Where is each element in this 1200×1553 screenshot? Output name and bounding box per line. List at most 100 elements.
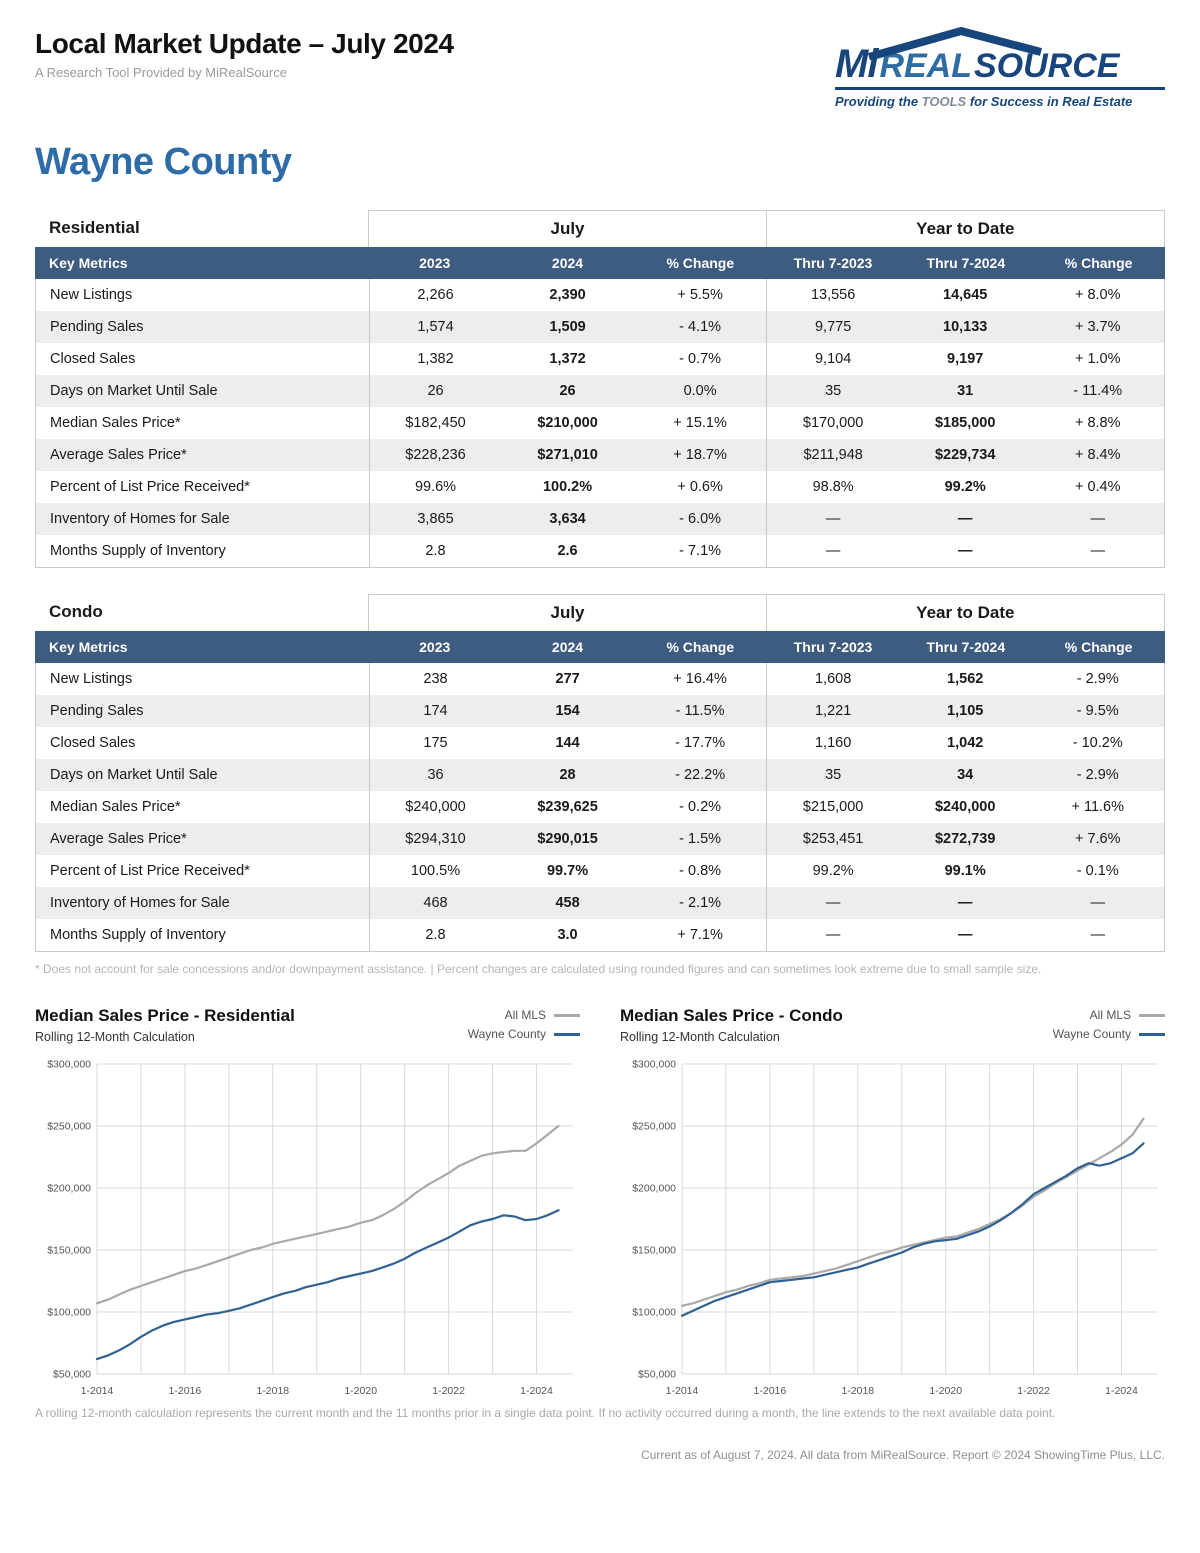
report-header: Local Market Update – July 2024 A Resear… — [35, 26, 1165, 109]
table-body: New Listings 2,266 2,390 + 5.5% 13,556 14,645… — [35, 279, 1165, 568]
metric-value: 100.5% — [368, 855, 502, 887]
metric-value: - 9.5% — [1076, 703, 1119, 719]
metric-value: + 16.4% — [673, 671, 727, 687]
metric-value: - 11.5% — [675, 703, 725, 719]
table-section-title: Condo — [49, 602, 103, 621]
metric-value: 1,382 — [368, 343, 502, 375]
logo-source: SOURCE — [974, 47, 1120, 85]
metric-value: 2.6 — [557, 543, 578, 559]
metric-value: $271,010 — [537, 447, 598, 463]
metric-value: 238 — [368, 663, 502, 695]
metric-value: — — [1090, 511, 1105, 527]
metric-value: 154 — [555, 703, 580, 719]
table-row: Closed Sales 175 144 - 17.7% 1,160 1,042 - 10.… — [36, 727, 1164, 759]
metric-value: 174 — [368, 695, 502, 727]
table-row: Average Sales Price* $228,236 $271,010 + 18… — [36, 439, 1164, 471]
chart-legend: All MLS Wayne County — [468, 1006, 580, 1046]
svg-text:1-2016: 1-2016 — [754, 1385, 787, 1397]
metric-value: 9,775 — [766, 311, 899, 343]
chart-header: Median Sales Price - Residential Rolling… — [35, 1006, 580, 1046]
svg-text:$200,000: $200,000 — [632, 1183, 676, 1195]
metric-label: Days on Market Until Sale — [50, 767, 218, 783]
svg-text:$150,000: $150,000 — [47, 1245, 91, 1257]
svg-text:$150,000: $150,000 — [632, 1245, 676, 1257]
svg-text:1-2024: 1-2024 — [520, 1385, 553, 1397]
svg-text:$300,000: $300,000 — [47, 1059, 91, 1071]
column-header: Key Metrics — [49, 255, 128, 271]
metric-value: 1,221 — [766, 695, 899, 727]
metric-value: — — [957, 511, 973, 527]
metric-value: + 7.6% — [1074, 831, 1121, 847]
tagline-bold: TOOLS — [921, 94, 967, 109]
column-group-year-to-date: Year to Date — [766, 594, 1165, 631]
metric-value: 35 — [766, 375, 899, 407]
table-top-row: Residential July Year to Date — [35, 210, 1165, 247]
svg-text:1-2018: 1-2018 — [841, 1385, 874, 1397]
metric-value: - 6.0% — [679, 511, 722, 527]
table-top-row: Condo July Year to Date — [35, 594, 1165, 631]
legend-item-all-mls: All MLS — [1053, 1008, 1165, 1022]
column-header: % Change — [666, 255, 735, 271]
metric-label: New Listings — [50, 287, 133, 303]
legend-item-all-mls: All MLS — [468, 1008, 580, 1022]
metric-value: 1,372 — [549, 351, 586, 367]
svg-text:1-2016: 1-2016 — [169, 1385, 202, 1397]
metric-value: $210,000 — [537, 415, 598, 431]
metric-label: Months Supply of Inventory — [50, 543, 226, 559]
table-row: Inventory of Homes for Sale 3,865 3,634 - 6… — [36, 503, 1164, 535]
metric-value: - 2.9% — [1076, 767, 1119, 783]
column-header: % Change — [1064, 639, 1133, 655]
metric-label: Average Sales Price* — [50, 831, 187, 847]
chart-title-block: Median Sales Price - Residential Rolling… — [35, 1006, 295, 1044]
all-mls-line-swatch — [554, 1014, 580, 1018]
metric-value: $229,734 — [934, 447, 996, 463]
metric-value: — — [957, 543, 973, 559]
metric-value: 277 — [555, 671, 580, 687]
metric-value: 1,574 — [368, 311, 502, 343]
metric-value: 468 — [368, 887, 502, 919]
metric-value: — — [1090, 927, 1105, 943]
metric-value: $290,015 — [537, 831, 598, 847]
table-row: Months Supply of Inventory 2.8 3.0 + 7.1% — —… — [36, 919, 1164, 951]
metric-value: — — [766, 503, 899, 535]
metric-value: $294,310 — [368, 823, 502, 855]
title-block: Local Market Update – July 2024 A Resear… — [35, 28, 454, 80]
metric-value: 28 — [559, 767, 576, 783]
metric-value: — — [766, 535, 899, 567]
metric-value: + 8.4% — [1074, 447, 1121, 463]
wayne-county-line-swatch — [1139, 1033, 1165, 1037]
metric-value: + 0.4% — [1074, 479, 1121, 495]
metric-value: $272,739 — [934, 831, 996, 847]
svg-text:1-2014: 1-2014 — [81, 1385, 114, 1397]
svg-text:$250,000: $250,000 — [632, 1121, 676, 1133]
metric-label: Months Supply of Inventory — [50, 927, 226, 943]
table-row: Days on Market Until Sale 26 26 0.0% 35 31 - 1… — [36, 375, 1164, 407]
table-row: Pending Sales 1,574 1,509 - 4.1% 9,775 10,133… — [36, 311, 1164, 343]
metric-value: 99.2% — [766, 855, 899, 887]
chart-title: Median Sales Price - Condo — [620, 1006, 843, 1025]
metric-value: 3,865 — [368, 503, 502, 535]
metric-value: $239,625 — [537, 799, 598, 815]
metric-value: $253,451 — [766, 823, 899, 855]
metric-value: - 0.1% — [1076, 863, 1119, 879]
metric-value: 1,509 — [549, 319, 586, 335]
metric-value: 0.0% — [683, 383, 717, 399]
column-header: Thru 7-2023 — [793, 639, 873, 655]
metric-value: — — [957, 895, 973, 911]
chart-header: Median Sales Price - Condo Rolling 12-Mo… — [620, 1006, 1165, 1046]
condo-metrics-table: Condo July Year to Date Key Metrics 2023 2024… — [35, 594, 1165, 952]
table-row: Closed Sales 1,382 1,372 - 0.7% 9,104 9,197 + … — [36, 343, 1164, 375]
metric-value: 99.2% — [944, 479, 986, 495]
metric-value: 2,390 — [549, 287, 586, 303]
metric-value: - 0.7% — [679, 351, 722, 367]
metric-value: $185,000 — [934, 415, 996, 431]
metric-value: $240,000 — [368, 791, 502, 823]
metric-value: - 0.2% — [679, 799, 722, 815]
svg-text:$50,000: $50,000 — [638, 1369, 676, 1381]
logo-wordmark: MiREALSOURCE — [835, 26, 1165, 85]
column-group-july: July — [368, 210, 767, 247]
table-row: Percent of List Price Received* 99.6% 100.… — [36, 471, 1164, 503]
metric-label: Inventory of Homes for Sale — [50, 511, 230, 527]
logo-underline — [835, 87, 1165, 90]
column-header: % Change — [1064, 255, 1133, 271]
